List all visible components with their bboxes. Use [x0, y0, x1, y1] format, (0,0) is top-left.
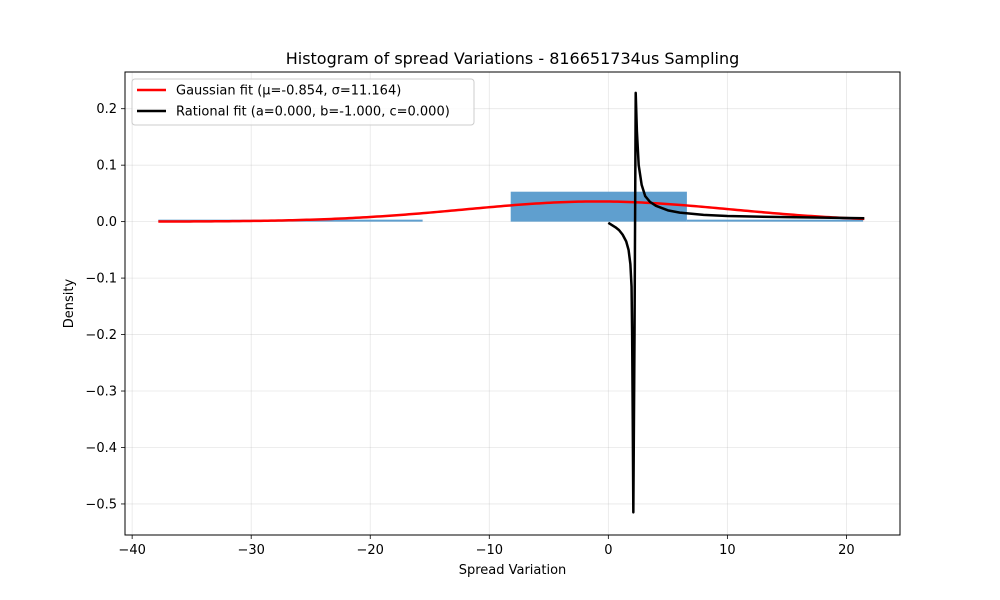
rational-fit-line — [607, 91, 865, 514]
y-tick-label: −0.1 — [85, 272, 117, 287]
y-tick-label: 0.2 — [96, 102, 117, 117]
y-tick-label: −0.3 — [85, 385, 117, 400]
x-tick-label: 0 — [604, 543, 612, 558]
legend-box — [131, 78, 475, 126]
legend: Gaussian fit (μ=-0.854, σ=11.164) Ration… — [131, 78, 475, 126]
y-tick-label: 0.0 — [96, 215, 117, 230]
chart-title: Histogram of spread Variations - 8166517… — [286, 49, 740, 68]
y-axis-label: Density — [62, 278, 77, 328]
gaussian-fit-line — [158, 200, 865, 223]
x-tick-label: −30 — [237, 543, 264, 558]
histogram-bar — [686, 219, 864, 222]
x-tick-label: −20 — [357, 543, 384, 558]
x-axis-ticks: −40 −30 −20 −10 0 10 20 — [118, 535, 855, 558]
y-tick-label: −0.4 — [85, 441, 117, 456]
x-tick-label: −40 — [118, 543, 145, 558]
y-tick-label: −0.2 — [85, 328, 117, 343]
legend-entry-rational: Rational fit (a=0.000, b=-1.000, c=0.000… — [176, 105, 450, 120]
fit-lines — [158, 91, 865, 514]
x-axis-label: Spread Variation — [459, 563, 567, 578]
y-tick-label: 0.1 — [96, 159, 117, 174]
y-axis-ticks: −0.5 −0.4 −0.3 −0.2 −0.1 0.0 0.1 0.2 — [85, 102, 125, 512]
grid — [125, 72, 900, 535]
y-tick-label: −0.5 — [85, 497, 117, 512]
legend-entry-gaussian: Gaussian fit (μ=-0.854, σ=11.164) — [176, 84, 401, 99]
x-tick-label: 10 — [719, 543, 736, 558]
x-tick-label: −10 — [476, 543, 503, 558]
axes-frame — [124, 71, 901, 536]
x-tick-label: 20 — [838, 543, 855, 558]
